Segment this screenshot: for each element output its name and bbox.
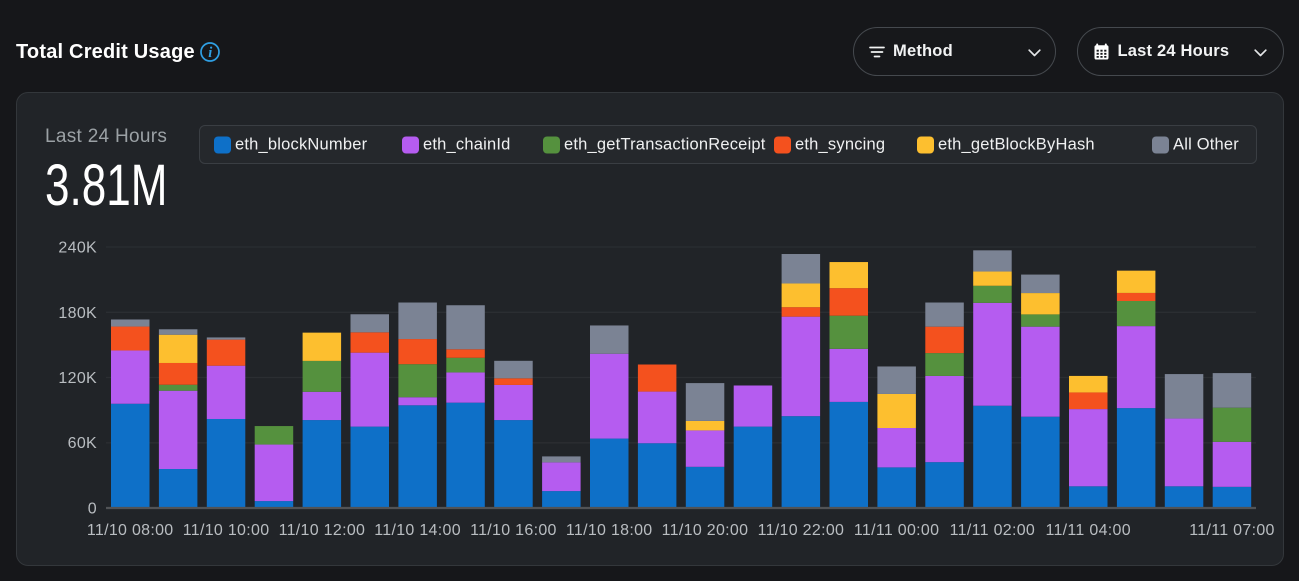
svg-text:11/11 07:00: 11/11 07:00 — [1189, 522, 1274, 539]
svg-text:240K: 240K — [58, 240, 97, 257]
svg-text:60K: 60K — [68, 435, 97, 452]
svg-text:11/10 12:00: 11/10 12:00 — [279, 522, 366, 539]
svg-text:180K: 180K — [58, 305, 97, 322]
svg-text:120K: 120K — [58, 370, 97, 387]
svg-text:0: 0 — [88, 501, 97, 518]
svg-text:11/10 08:00: 11/10 08:00 — [87, 522, 174, 539]
svg-text:11/10 16:00: 11/10 16:00 — [470, 522, 557, 539]
svg-text:11/10 20:00: 11/10 20:00 — [662, 522, 749, 539]
svg-text:11/11 02:00: 11/11 02:00 — [950, 522, 1035, 539]
svg-text:11/10 10:00: 11/10 10:00 — [183, 522, 270, 539]
svg-text:11/10 14:00: 11/10 14:00 — [374, 522, 461, 539]
svg-text:11/10 18:00: 11/10 18:00 — [566, 522, 653, 539]
svg-text:11/11 04:00: 11/11 04:00 — [1045, 522, 1130, 539]
svg-text:11/10 22:00: 11/10 22:00 — [758, 522, 845, 539]
svg-text:i: i — [208, 45, 212, 61]
svg-text:11/11 00:00: 11/11 00:00 — [854, 522, 939, 539]
